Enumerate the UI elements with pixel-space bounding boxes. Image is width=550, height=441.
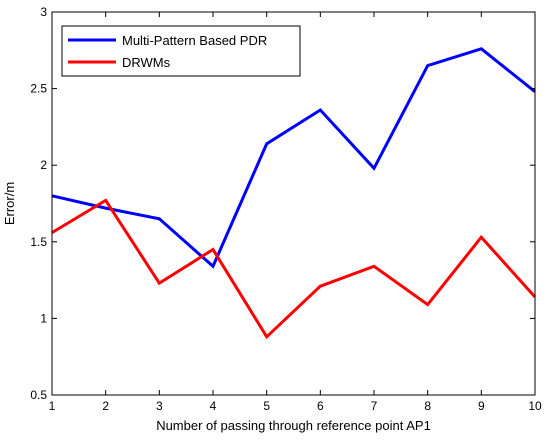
x-axis-title: Number of passing through reference poin… <box>156 418 431 433</box>
x-tick-label: 3 <box>156 399 163 413</box>
x-tick-label: 8 <box>424 399 431 413</box>
series-line-multi-pattern-pdr <box>51 47 536 269</box>
plot-area-frame <box>51 11 536 396</box>
x-tick-label: 1 <box>49 399 56 413</box>
x-tick-label: 5 <box>263 399 270 413</box>
plot-lines <box>51 47 537 340</box>
series-line-drwms <box>51 198 537 340</box>
y-tick-label: 1.5 <box>30 235 47 249</box>
legend-label-multi-pattern-pdr: Multi-Pattern Based PDR <box>122 33 267 48</box>
x-tick-label: 4 <box>210 399 217 413</box>
x-tick-label: 10 <box>528 399 542 413</box>
legend-box <box>61 25 301 77</box>
y-axis-title: Error/m <box>2 182 17 225</box>
x-tick-label: 6 <box>317 399 324 413</box>
y-tick-label: 0.5 <box>30 388 47 402</box>
axis-ticks <box>51 11 536 396</box>
x-tick-label: 9 <box>478 399 485 413</box>
y-tick-label: 2 <box>40 158 47 172</box>
x-tick-label: 7 <box>371 399 378 413</box>
legend-label-drwms: DRWMs <box>122 55 171 70</box>
y-tick-label: 3 <box>40 5 47 19</box>
y-tick-label: 1 <box>40 311 47 325</box>
axis-tick-labels: 1 2 3 4 5 6 7 8 9 100.511.522.53 <box>30 5 542 413</box>
y-tick-label: 2.5 <box>30 82 47 96</box>
legend: Multi-Pattern Based PDR DRWMs <box>61 25 301 77</box>
x-tick-label: 2 <box>102 399 109 413</box>
